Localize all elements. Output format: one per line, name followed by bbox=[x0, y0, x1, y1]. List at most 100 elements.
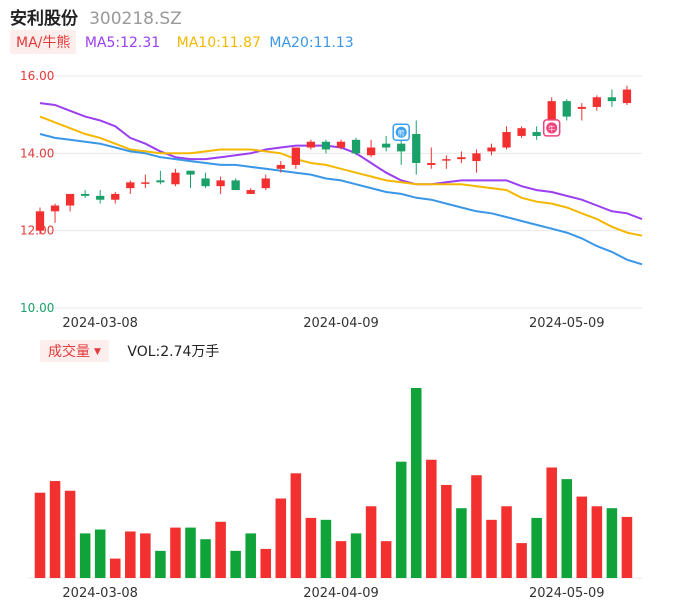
candle-body bbox=[141, 182, 150, 184]
volume-indicator-dropdown[interactable]: 成交量 ▼ bbox=[40, 340, 109, 362]
candle-body bbox=[291, 147, 300, 165]
volume-bar bbox=[576, 496, 588, 578]
volume-bar bbox=[426, 459, 437, 578]
candle-body bbox=[412, 134, 421, 163]
candle-body bbox=[126, 182, 135, 189]
candle-body bbox=[577, 106, 586, 109]
candle-body bbox=[336, 141, 346, 148]
volume-bar bbox=[170, 527, 181, 578]
volume-bar bbox=[335, 541, 347, 578]
candle-body bbox=[442, 159, 451, 161]
stock-name: 安利股份 bbox=[10, 9, 78, 29]
ma-line-ma10 bbox=[39, 115, 643, 237]
volume-bar bbox=[350, 533, 362, 578]
volume-bar bbox=[275, 498, 287, 578]
candle-body bbox=[276, 164, 285, 169]
volume-bar bbox=[365, 506, 377, 578]
ma-indicator-tab[interactable]: MA/牛熊 bbox=[10, 30, 77, 54]
candle-body bbox=[382, 143, 391, 148]
ma-line-ma20 bbox=[39, 133, 643, 266]
candle-body bbox=[366, 147, 376, 156]
volume-bar bbox=[200, 539, 211, 578]
volume-bar bbox=[606, 508, 618, 578]
y-tick-label: 10.00 bbox=[20, 301, 54, 315]
candle-body bbox=[65, 193, 75, 206]
marker-dot bbox=[546, 122, 558, 134]
volume-bar bbox=[34, 492, 46, 578]
volume-bar bbox=[456, 508, 467, 578]
candle-body bbox=[216, 180, 225, 187]
ma20-legend: MA20:11.13 bbox=[269, 35, 354, 51]
volume-bar bbox=[561, 479, 573, 578]
candle-body bbox=[171, 172, 180, 185]
y-tick-label: 14.00 bbox=[20, 146, 54, 160]
candle-body bbox=[472, 153, 481, 162]
candle-body bbox=[607, 97, 617, 102]
candle-body bbox=[201, 178, 210, 187]
volume-bar bbox=[155, 550, 166, 578]
volume-bar bbox=[516, 543, 527, 578]
volume-bar bbox=[305, 517, 317, 578]
candle-body bbox=[111, 193, 120, 200]
candle-body bbox=[81, 193, 90, 196]
volume-bar bbox=[94, 529, 106, 578]
volume-bar bbox=[320, 519, 332, 578]
volume-bar bbox=[140, 533, 151, 578]
candle-body bbox=[231, 180, 240, 191]
volume-bar bbox=[531, 517, 542, 578]
candle-body bbox=[397, 143, 406, 152]
candle-body bbox=[457, 157, 466, 160]
candle-body bbox=[306, 141, 316, 148]
volume-bar bbox=[591, 506, 603, 578]
candle-body bbox=[622, 89, 632, 104]
candle-body bbox=[592, 97, 601, 107]
candle-body bbox=[35, 211, 45, 231]
volume-bar bbox=[230, 550, 241, 578]
x-tick-label: 2024-03-08 bbox=[62, 316, 138, 331]
candle-body bbox=[487, 147, 496, 152]
volume-bar bbox=[245, 533, 256, 578]
x-tick-label: 2024-04-09 bbox=[303, 316, 379, 331]
volume-bar bbox=[471, 475, 482, 578]
volume-bar bbox=[125, 531, 136, 578]
candle-body bbox=[547, 101, 556, 134]
volume-bar bbox=[49, 481, 61, 578]
volume-bar bbox=[79, 533, 91, 578]
ma10-legend: MA10:11.87 bbox=[176, 35, 261, 51]
marker-label: 牛 bbox=[548, 124, 555, 133]
candle-body bbox=[517, 128, 526, 136]
volume-legend: 成交量 ▼ VOL:2.74万手 bbox=[40, 340, 219, 362]
stock-header: 安利股份 300218.SZ bbox=[10, 4, 182, 29]
volume-bar bbox=[441, 484, 452, 578]
volume-bar bbox=[185, 527, 196, 578]
volume-tag-label: 成交量 bbox=[48, 344, 90, 360]
marker-label: 熊 bbox=[398, 128, 405, 137]
chevron-down-icon: ▼ bbox=[94, 347, 101, 357]
volume-bar bbox=[410, 388, 422, 578]
volume-bar bbox=[621, 516, 633, 578]
volume-x-tick-label: 2024-04-09 bbox=[303, 586, 379, 601]
candle-body bbox=[246, 190, 255, 194]
volume-bar bbox=[546, 467, 557, 578]
candle-body bbox=[427, 163, 436, 165]
volume-bar bbox=[290, 473, 302, 578]
marker-dot bbox=[395, 126, 407, 138]
volume-bar bbox=[501, 506, 512, 578]
stock-code: 300218.SZ bbox=[89, 9, 182, 29]
candle-body bbox=[186, 170, 195, 175]
volume-bar bbox=[64, 490, 76, 578]
candle-body bbox=[50, 205, 60, 212]
candle-body bbox=[261, 178, 270, 189]
x-tick-label: 2024-05-09 bbox=[529, 316, 605, 331]
ma5-legend: MA5:12.31 bbox=[84, 35, 161, 51]
candle-body bbox=[502, 132, 511, 148]
y-tick-label: 12.00 bbox=[20, 224, 54, 238]
y-tick-label: 16.00 bbox=[20, 69, 54, 83]
volume-bar bbox=[109, 558, 121, 578]
volume-bar bbox=[380, 541, 392, 578]
ma-legend: MA/牛熊 MA5:12.31 MA10:11.87 MA20:11.13 bbox=[10, 30, 354, 54]
candle-body bbox=[532, 132, 541, 136]
volume-bar bbox=[486, 519, 497, 578]
candle-body bbox=[96, 195, 105, 200]
